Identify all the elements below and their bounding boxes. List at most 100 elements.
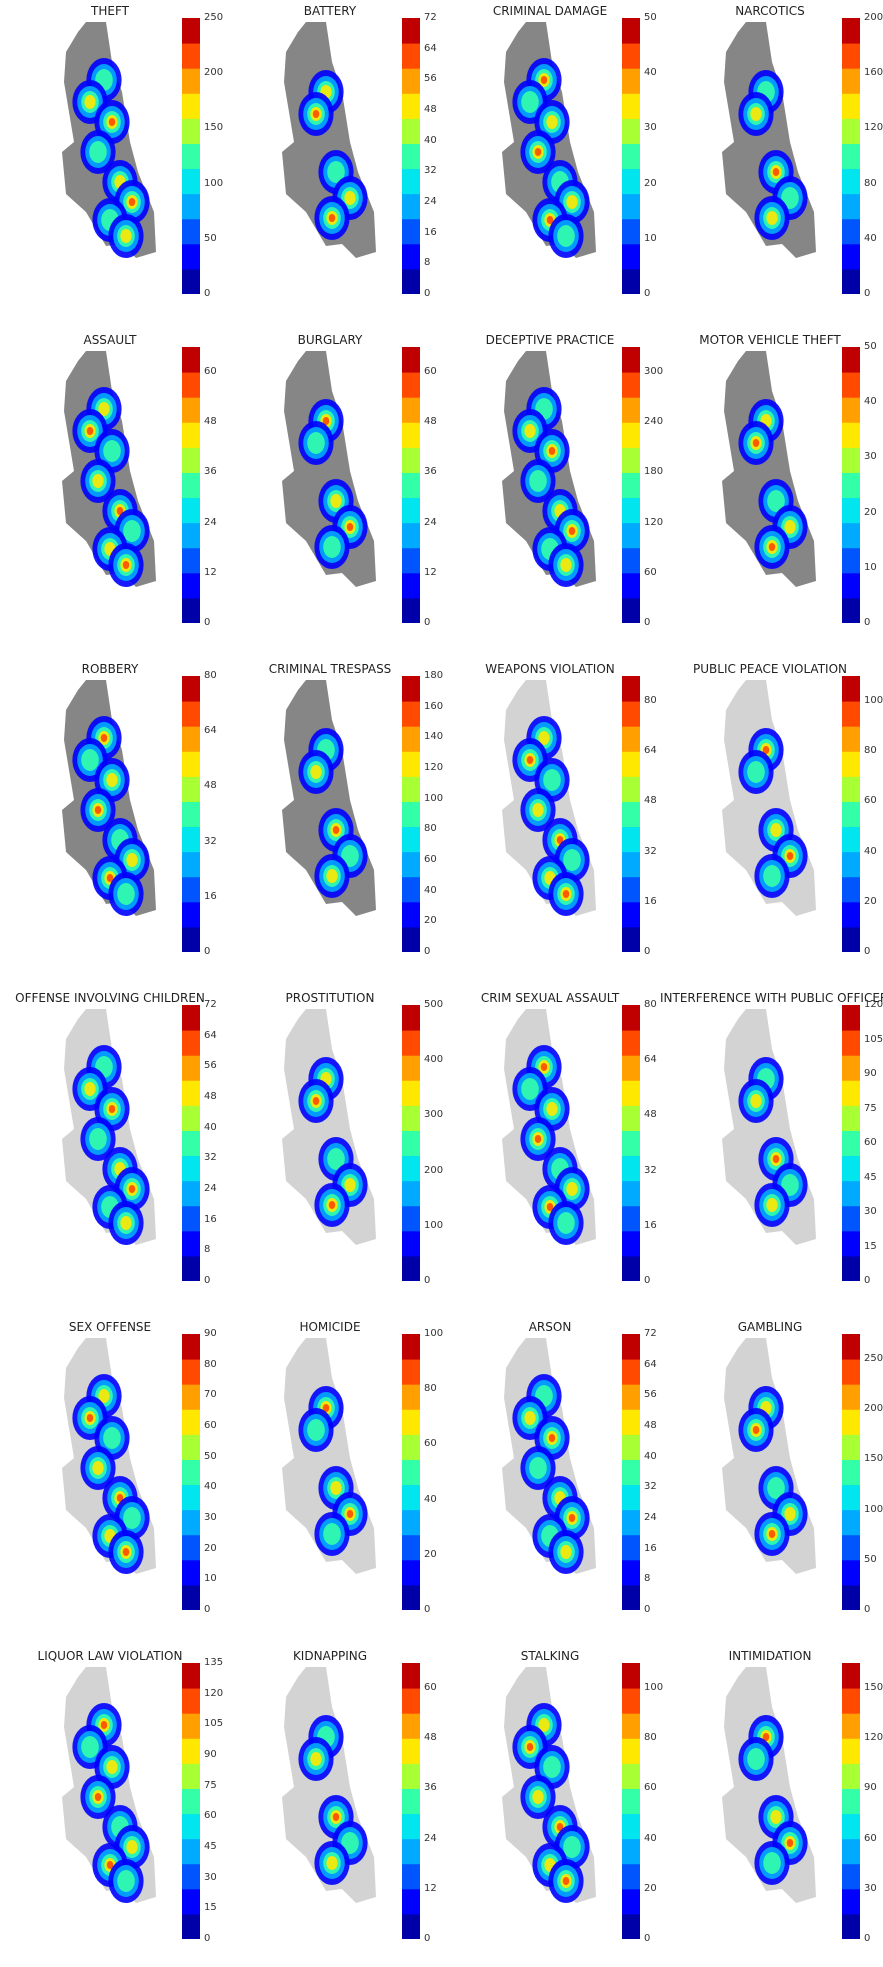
colorbar-band [622,1155,640,1182]
density-map [502,1667,596,1903]
density-map [722,1009,816,1245]
colorbar [622,676,640,952]
colorbar-tick-label: 0 [424,617,431,628]
colorbar-tick-label: 10 [644,232,657,244]
heatmap-panel: MOTOR VEHICLE THEFT 0 10 20 30 40 50 [660,329,880,651]
colorbar-tick-label: 20 [644,1882,657,1894]
colorbar-tick-label: 80 [864,177,877,189]
density-hotspot [298,92,334,136]
colorbar-band [622,347,640,373]
colorbar-band [182,1559,200,1586]
colorbar-band [622,1459,640,1486]
colorbar-tick-label: 40 [644,1450,657,1462]
colorbar [842,1663,860,1939]
colorbar-band [182,1838,200,1865]
density-map [282,351,376,587]
colorbar-band [402,1384,420,1410]
colorbar-band [842,43,860,69]
colorbar-tick-label: 0 [424,288,431,299]
colorbar-band [182,1788,200,1815]
colorbar-band [842,1484,860,1511]
colorbar-tick-label: 60 [424,854,437,865]
colorbar-band [182,726,200,752]
colorbar-tick-label: 80 [644,1732,657,1744]
colorbar-band [842,1230,860,1257]
colorbar-tick-label: 40 [864,232,877,244]
colorbar-band [402,1738,420,1764]
density-map [502,1338,596,1574]
colorbar-band [622,1663,640,1689]
colorbar-band [842,926,860,952]
colorbar-band [842,93,860,119]
density-hotspot [108,543,144,587]
colorbar-tick-label: 0 [204,617,211,628]
colorbar [402,676,420,952]
colorbar-band [182,497,200,524]
colorbar [182,676,200,952]
colorbar-band [842,1888,860,1915]
colorbar-band [842,422,860,448]
colorbar-tick-label: 45 [204,1841,217,1852]
colorbar-band [842,1559,860,1586]
colorbar-band [622,1913,640,1939]
heatmap-panel: LIQUOR LAW VIOLATION 0 15 30 45 60 75 90 105 120 1… [0,1645,224,1967]
colorbar-band [402,93,420,119]
density-map [62,1009,156,1245]
colorbar-tick-label: 30 [864,1882,877,1894]
colorbar-band [842,776,860,802]
colorbar-tick-label: 120 [864,122,883,134]
colorbar-band [402,751,420,777]
colorbar-band [622,93,640,119]
heatmap-panel: ARSON 0 8 16 24 32 40 48 56 64 72 [440,1316,660,1638]
density-hotspot [298,1079,334,1123]
colorbar-tick-label: 24 [424,516,437,528]
heatmap-panel: ROBBERY 0 16 32 48 64 80 [0,658,220,980]
colorbar-band [622,751,640,777]
colorbar-tick-label: 32 [644,1481,657,1493]
colorbar-band [402,1434,420,1460]
colorbar-tick-label: 16 [424,226,437,238]
colorbar-tick-label: 0 [424,946,431,957]
colorbar-band [842,1788,860,1815]
colorbar-band [622,243,640,270]
colorbar-tick-label: 200 [424,1164,444,1176]
density-hotspot [512,1067,548,1111]
colorbar-tick-label: 40 [424,134,437,146]
density-map [722,680,816,916]
colorbar-tick-label: 0 [864,946,871,957]
heatmap-panel: SEX OFFENSE 0 10 20 30 40 50 60 70 80 90 [0,1316,220,1638]
colorbar-band [402,901,420,928]
panel-title: CRIM SEXUAL ASSAULT [480,991,620,1005]
colorbar-tick-label: 120 [424,762,444,773]
colorbar-band [182,1005,200,1031]
colorbar-band [842,168,860,195]
colorbar-band [622,1334,640,1360]
colorbar-tick-label: 24 [424,1832,437,1844]
colorbar-band [622,1863,640,1890]
colorbar-band [622,801,640,828]
colorbar-band [842,1713,860,1739]
colorbar-band [402,826,420,853]
colorbar-band [622,1738,640,1764]
colorbar-band [182,1459,200,1486]
colorbar-band [842,1459,860,1486]
colorbar [622,18,640,294]
colorbar-tick-label: 75 [864,1102,877,1114]
colorbar-tick-label: 32 [644,1164,657,1176]
colorbar-band [842,1080,860,1106]
density-hotspot [520,788,556,832]
density-hotspot [314,196,350,240]
colorbar-tick-label: 90 [204,1328,217,1339]
density-hotspot [314,1841,350,1885]
colorbar-band [402,1005,420,1031]
colorbar [402,18,420,294]
colorbar-tick-label: 300 [424,1109,444,1121]
heatmap-panel: CRIMINAL TRESPASS 0 20 40 60 80 100 120 140 160 18… [220,658,444,980]
colorbar-tick-label: 20 [424,915,437,927]
colorbar-band [402,1030,420,1056]
colorbar-band [182,1484,200,1511]
colorbar-band [842,726,860,752]
colorbar-tick-label: 90 [864,1068,877,1079]
colorbar-tick-label: 60 [204,366,217,378]
colorbar-band [182,397,200,423]
